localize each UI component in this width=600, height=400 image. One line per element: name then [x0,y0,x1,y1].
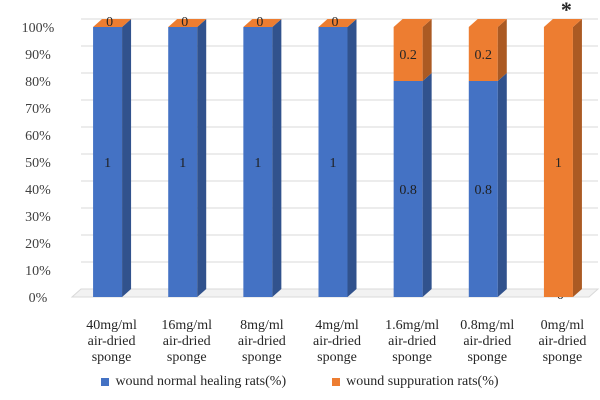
data-label: 1 [254,156,261,171]
x-tick-label: air-dried [238,334,286,349]
bar-side [497,73,507,297]
bar-top [93,19,132,27]
x-tick-label: 4mg/ml [315,318,359,333]
bar-suppuration [393,27,423,81]
bar-top [543,19,582,27]
data-label: 0 [106,15,113,30]
x-tick-label: air-dried [313,334,361,349]
chart: 0% 10% 20% 30% 40% 50% 60% 70% 80% 90% 100% 1 0 40mg/… [22,0,600,365]
bar-normal-healing [243,27,273,297]
x-tick-label: air-dried [538,334,586,349]
x-tick-label: 0.8mg/ml [460,318,514,333]
x-tick-label: sponge [92,350,132,365]
y-tick-label: 80% [25,75,51,90]
data-label: 1 [104,156,111,171]
bar-normal-healing [393,81,423,297]
x-tick-label: 16mg/ml [161,318,212,333]
x-tick-label: sponge [467,350,507,365]
y-tick-label: 20% [25,237,51,252]
bar-top [318,19,357,27]
data-label: 0 [256,15,263,30]
data-label: 0 [332,15,339,30]
bar-top [243,19,282,27]
x-tick-label: air-dried [463,334,511,349]
data-label: 0.8 [475,183,493,198]
data-label: 0.2 [475,48,493,63]
legend: wound normal healing rats(%) wound suppu… [0,370,600,394]
bar-normal-healing [93,27,123,297]
bar-normal-healing [318,27,348,297]
data-label: 1 [555,156,562,171]
bar-side [347,19,357,297]
y-tick-label: 50% [25,156,51,171]
legend-swatch-suppuration [332,378,341,386]
y-tick-label: 100% [22,21,55,36]
y-tick-label: 90% [25,48,51,63]
data-label: 0.8 [399,183,417,198]
bar-side [122,19,132,297]
data-label: 1 [330,156,337,171]
significance-annotation: * [561,0,572,22]
y-tick-label: 70% [25,102,51,117]
x-tick-label: sponge [167,350,207,365]
x-tick-label: air-dried [388,334,436,349]
bar-side [497,19,507,81]
data-label: 0.2 [399,48,417,63]
bar-normal-healing [468,81,498,297]
y-tick-label: 60% [25,129,51,144]
bar-side [422,73,432,297]
y-tick-label: 10% [25,264,51,279]
bar-top [468,19,507,27]
x-tick-label: 8mg/ml [240,318,284,333]
x-tick-label: sponge [543,350,583,365]
bar-normal-healing [168,27,198,297]
bar-suppuration [468,27,498,81]
x-tick-label: sponge [242,350,282,365]
legend-item-normal-healing[interactable]: wound normal healing rats(%) [101,374,286,390]
y-tick-label: 30% [25,210,51,225]
x-tick-label: 40mg/ml [86,318,137,333]
legend-label-suppuration: wound suppuration rats(%) [346,374,499,389]
x-tick-label: air-dried [163,334,211,349]
data-label: 1 [179,156,186,171]
bar-side [572,19,582,297]
x-tick-label: sponge [317,350,357,365]
x-tick-label: air-dried [88,334,136,349]
data-label: 0 [181,15,188,30]
bar-top [393,19,432,27]
bar-side [197,19,207,297]
legend-label-normal-healing: wound normal healing rats(%) [115,374,287,389]
x-tick-label: sponge [392,350,432,365]
y-tick-label: 40% [25,183,51,198]
legend-swatch-normal-healing [101,378,110,386]
y-tick-label: 0% [29,291,48,306]
bar-top [168,19,207,27]
x-tick-label: 1.6mg/ml [385,318,439,333]
bar-side [272,19,282,297]
bar-suppuration [543,27,573,297]
legend-item-suppuration[interactable]: wound suppuration rats(%) [332,374,499,390]
bar-side [422,19,432,81]
x-tick-label: 0mg/ml [541,318,585,333]
